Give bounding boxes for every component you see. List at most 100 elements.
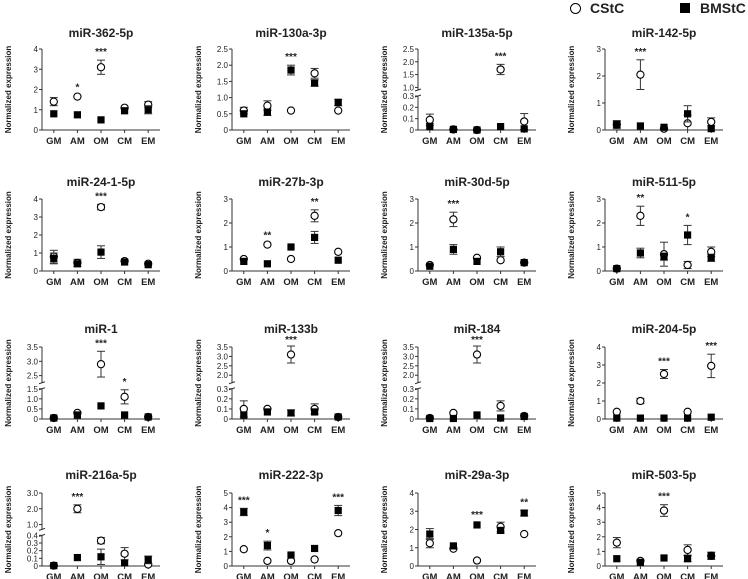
chart8-significance-label: * (686, 212, 690, 223)
chart1-xtick-label: AM (70, 136, 85, 147)
chart16-point-bmstc (707, 552, 715, 560)
chart10-point-bmstc (311, 408, 319, 416)
chart14-point-bmstc (334, 506, 342, 515)
chart2-xtick-label: EM (331, 136, 345, 147)
chart9-ytick-label: 3.0 (27, 357, 39, 366)
chart13-ytick-label: 0.3 (27, 539, 39, 548)
chart3-xtick-label: GM (422, 136, 437, 147)
chart11-xtick-label: AM (446, 425, 461, 436)
chart4-ytick-label: 3 (597, 45, 602, 54)
chart14-xtick-label: EM (331, 572, 345, 579)
chart10-ytick-label: 0.1 (217, 405, 229, 414)
chart7-title: miR-30d-5p (444, 175, 509, 189)
chart16-point-bmstc (660, 554, 668, 562)
chart1-point-cstc (96, 63, 106, 72)
chart15-ytick-label: 2 (410, 526, 415, 535)
chart2-point-cstc (310, 69, 319, 78)
chart7-xtick-label: EM (517, 277, 531, 288)
chart3-xtick-label: CM (493, 136, 508, 147)
chart10-ytick-label: 2.0 (217, 371, 229, 380)
chart5-ytick-label: 0 (34, 267, 39, 276)
chart15-point-bmstc (426, 530, 434, 538)
chart2-point-bmstc (311, 79, 319, 87)
chart6-ytick-label: 3 (224, 195, 229, 204)
chart9-xtick-label: OM (93, 425, 108, 436)
chart11-ytick-label: 0.2 (403, 395, 415, 404)
legend-label: CStC (590, 0, 625, 16)
chart16-significance-label: *** (658, 492, 670, 503)
chart4-point-bmstc (684, 110, 692, 118)
chart8-xtick-label: CM (680, 277, 695, 288)
chart12-ytick-label: 1 (597, 397, 602, 406)
chart12-xtick-label: EM (704, 425, 718, 436)
chart14-point-bmstc (263, 541, 271, 550)
chart2-xtick-label: CM (307, 136, 322, 147)
chart15-ytick-label: 3 (410, 507, 415, 516)
chart3-xtick-label: EM (517, 136, 531, 147)
chart6-xtick-label: EM (331, 277, 345, 288)
chart9-point-bmstc (97, 402, 105, 410)
chart3-point-bmstc (497, 122, 505, 131)
chart6-point-cstc (310, 211, 319, 220)
chart14-ylabel: Normalized expression (194, 486, 203, 574)
chart1-ytick-label: 2 (34, 86, 39, 95)
chart15-xtick-label: AM (446, 572, 461, 579)
chart10-ytick-label: 3.0 (217, 352, 229, 361)
chart1-ytick-label: 3 (34, 65, 39, 74)
chart7-point-bmstc (497, 248, 505, 256)
chart9-xtick-label: GM (46, 425, 61, 436)
chart4-ylabel: Normalized expression (567, 46, 576, 134)
chart13-xtick-label: EM (141, 572, 155, 579)
chart5-xtick-label: CM (117, 277, 132, 288)
chart13-point-cstc (73, 504, 82, 513)
chart3-ytick-label: 1.0 (403, 83, 415, 92)
chart8-xtick-label: AM (633, 277, 648, 288)
chart7-ylabel: Normalized expression (380, 191, 389, 279)
chart10-ytick-label: 2.5 (217, 362, 229, 371)
chart2-xtick-label: AM (260, 136, 275, 147)
chart3-significance-label: *** (495, 51, 507, 62)
chart14-xtick-label: AM (260, 572, 275, 579)
chart1-xtick-label: EM (141, 136, 155, 147)
chart6-xtick-label: CM (307, 277, 322, 288)
chart2-significance-label: *** (285, 52, 297, 63)
chart2-xtick-label: OM (283, 136, 298, 147)
chart10-point-bmstc (334, 413, 342, 421)
chart8-ylabel: Normalized expression (567, 191, 576, 279)
chart14-xtick-label: CM (307, 572, 322, 579)
chart3-axis-break-mark (414, 88, 422, 92)
chart10-xtick-label: AM (260, 425, 275, 436)
chart5-significance-label: *** (95, 191, 107, 202)
chart9-point-bmstc (73, 411, 81, 419)
chart6-xtick-label: GM (236, 277, 251, 288)
chart5-point-cstc (96, 202, 106, 212)
chart16-ytick-label: 2 (597, 533, 602, 542)
chart12-point-bmstc (660, 414, 668, 422)
chart15-point-bmstc (449, 542, 457, 550)
chart13-ytick-label: 3.0 (27, 489, 39, 498)
chart6-point-bmstc (287, 243, 295, 251)
chart2-ylabel: Normalized expression (194, 46, 203, 134)
chart6-ytick-label: 2 (224, 219, 229, 228)
chart8-point-bmstc (660, 253, 668, 261)
chart2-ytick-label: 2.5 (217, 45, 229, 54)
chart1-point-bmstc (73, 111, 81, 119)
chart5-ytick-label: 3 (34, 213, 39, 222)
chart1-point-cstc (49, 97, 58, 106)
chart9-significance-label: * (123, 377, 127, 388)
chart11-ytick-label: 0.1 (403, 405, 415, 414)
chart10-point-bmstc (263, 408, 271, 416)
chart8-xtick-label: GM (609, 277, 624, 288)
chart4-point-bmstc (660, 123, 668, 131)
chart9-ylabel: Normalized expression (4, 339, 13, 427)
chart13-point-bmstc (73, 553, 81, 562)
chart9-ytick-label: 0 (34, 415, 39, 424)
chart2-point-bmstc (287, 66, 295, 74)
chart10-significance-label: *** (285, 335, 297, 346)
chart11-point-bmstc (426, 414, 434, 423)
chart6-point-cstc (263, 240, 272, 249)
chart6-significance-label: ** (264, 230, 272, 241)
chart15-xtick-label: GM (422, 572, 437, 579)
chart8-point-bmstc (707, 254, 715, 262)
chart13-point-bmstc (121, 559, 129, 567)
